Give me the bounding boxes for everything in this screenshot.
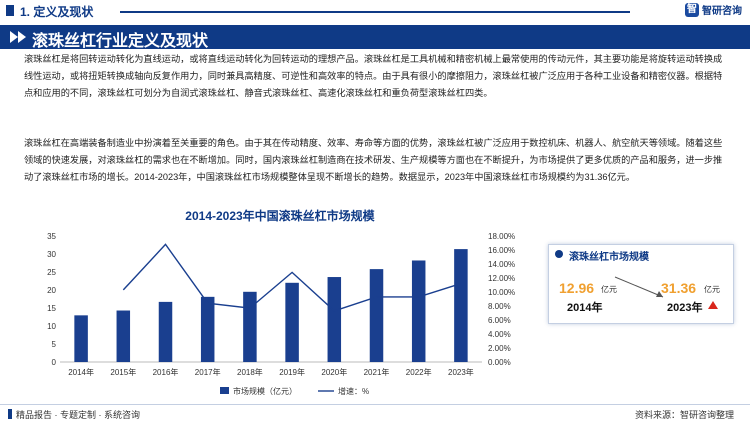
x-tick-label: 2019年: [279, 367, 305, 377]
x-tick-label: 2016年: [153, 367, 179, 377]
bar: [116, 310, 131, 362]
footer: 精品报告 · 专题定制 · 系统咨询 资料来源：智研咨询整理: [0, 404, 750, 421]
y-left-tick-label: 25: [47, 268, 56, 277]
y-left-tick-label: 35: [47, 232, 56, 241]
bar: [411, 260, 426, 362]
legend-bar-label: 市场规模（亿元）: [233, 386, 297, 396]
brand-logo: 智 智研咨询: [685, 2, 742, 17]
y-right-tick-label: 0.00%: [488, 358, 511, 367]
market-size-summary-card: 滚珠丝杠市场规模 12.96 亿元 2014年 31.36 亿元 2023年: [548, 244, 734, 324]
end-value: 31.36: [661, 280, 697, 296]
double-arrow-icon-2: [18, 31, 26, 43]
end-unit: 亿元: [704, 285, 720, 294]
bar: [243, 291, 257, 362]
paragraph-definition: 滚珠丝杠是将回转运动转化为直线运动，或将直线运动转化为回转运动的理想产品。滚珠丝…: [24, 54, 723, 98]
y-left-tick-label: 0: [52, 358, 57, 367]
start-unit: 亿元: [601, 285, 617, 294]
legend-line-label: 增速：%: [338, 386, 369, 396]
x-tick-label: 2020年: [321, 367, 347, 377]
section-title: 1. 定义及现状: [20, 5, 94, 19]
footer-marker-icon: [8, 409, 12, 419]
legend-bar-swatch: [220, 387, 229, 394]
y-right-tick-label: 2.00%: [488, 344, 511, 353]
bar: [158, 301, 173, 362]
brand-name: 智研咨询: [702, 6, 742, 17]
y-right-tick-label: 6.00%: [488, 316, 511, 325]
growth-arrow-icon: [614, 276, 664, 298]
y-right-tick-label: 4.00%: [488, 330, 511, 339]
page-title: 滚珠丝杠行业定义及现状: [32, 33, 209, 50]
footer-source: 资料来源：智研咨询整理: [634, 410, 734, 420]
title-band: 滚珠丝杠行业定义及现状: [0, 25, 750, 50]
x-tick-label: 2021年: [364, 367, 390, 377]
bullet-icon: [555, 250, 563, 258]
y-right-tick-label: 14.00%: [488, 260, 515, 269]
y-left-tick-label: 30: [47, 250, 56, 259]
header-divider: [120, 11, 630, 13]
summary-card-title: 滚珠丝杠市场规模: [569, 252, 649, 263]
x-tick-label: 2017年: [195, 367, 221, 377]
growth-rate-line: [122, 243, 462, 312]
paragraph-status: 滚珠丝杠在高端装备制造业中扮演着至关重要的角色。由于其在传动精度、效率、寿命等方…: [24, 138, 723, 182]
up-arrow-icon: [708, 301, 718, 309]
x-tick-label: 2023年: [448, 367, 474, 377]
footer-slogan: 精品报告 · 专题定制 · 系统咨询: [16, 410, 140, 420]
y-left-tick-label: 10: [47, 322, 56, 331]
y-right-tick-label: 12.00%: [488, 274, 515, 283]
y-right-tick-label: 16.00%: [488, 246, 515, 255]
y-left-tick-label: 20: [47, 286, 56, 295]
market-size-chart: 0 5 10 15 20 25 30 35 0.00% 2.00% 4.00% 6.00% 8.00% 1…: [47, 232, 515, 396]
top-bar: 1. 定义及现状 智 智研咨询: [0, 0, 750, 22]
end-year: 2023年: [667, 302, 703, 314]
x-tick-label: 2014年: [68, 367, 94, 377]
bar: [285, 282, 299, 362]
chart-title: 2014-2023年中国滚珠丝杠市场规模: [185, 209, 375, 223]
x-tick-label: 2018年: [237, 367, 263, 377]
double-arrow-icon: [10, 31, 18, 43]
bar: [454, 249, 468, 362]
x-tick-label: 2015年: [110, 367, 136, 377]
bar: [200, 296, 215, 362]
start-year: 2014年: [567, 302, 603, 314]
y-right-tick-label: 18.00%: [488, 232, 515, 241]
brand-logo-icon: 智: [685, 2, 699, 17]
bar: [327, 277, 342, 362]
start-value: 12.96: [559, 280, 595, 296]
y-right-tick-label: 10.00%: [488, 288, 515, 297]
y-left-tick-label: 15: [47, 304, 56, 313]
y-right-tick-label: 8.00%: [488, 302, 511, 311]
y-left-tick-label: 5: [52, 340, 57, 349]
section-marker-icon: [6, 5, 14, 16]
bar: [369, 269, 384, 362]
x-tick-label: 2022年: [406, 367, 432, 377]
bar: [74, 315, 88, 362]
